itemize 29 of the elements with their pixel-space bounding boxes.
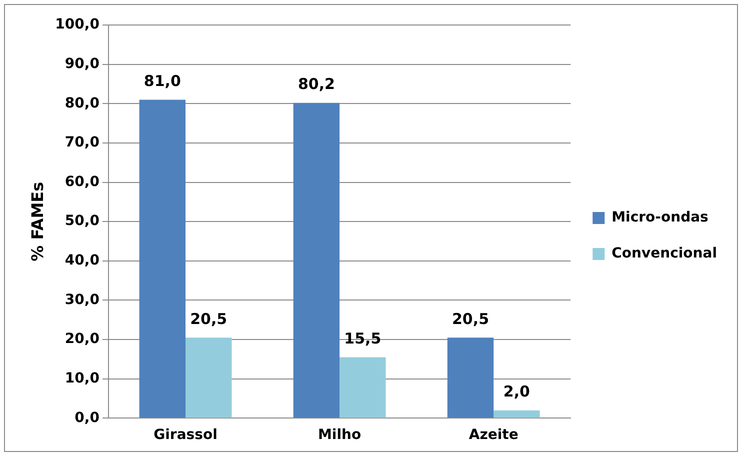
y-axis-title: % FAMEs <box>28 182 47 262</box>
y-tick-label: 20,0 <box>64 331 100 348</box>
data-label: 2,0 <box>503 382 530 401</box>
bar <box>340 357 386 418</box>
data-label: 81,0 <box>144 72 181 90</box>
y-tick-label: 30,0 <box>64 292 100 308</box>
y-tick-label: 70,0 <box>64 134 100 151</box>
x-tick-label: Girassol <box>154 427 218 444</box>
bar <box>494 410 540 418</box>
y-tick-label: 50,0 <box>64 213 100 230</box>
bar <box>447 338 494 418</box>
y-tick-label: 10,0 <box>64 370 100 387</box>
x-tick-label: Azeite <box>468 427 518 444</box>
legend-label: Micro-ondas <box>612 210 708 226</box>
y-tick-label: 0,0 <box>74 410 100 426</box>
legend-label: Convencional <box>612 246 718 262</box>
bar <box>139 100 186 418</box>
data-label: 15,5 <box>344 330 382 348</box>
y-tick-label: 100,0 <box>55 16 100 33</box>
data-label: 20,5 <box>190 310 228 328</box>
bar <box>186 338 232 418</box>
data-label: 80,2 <box>298 75 335 94</box>
bar <box>293 102 340 418</box>
y-tick-label: 80,0 <box>64 95 100 112</box>
x-tick-label: Milho <box>318 427 362 444</box>
data-label: 20,5 <box>452 310 489 328</box>
y-tick-label: 60,0 <box>64 174 100 190</box>
y-tick-label: 90,0 <box>64 56 100 72</box>
y-tick-label: 40,0 <box>64 252 100 269</box>
